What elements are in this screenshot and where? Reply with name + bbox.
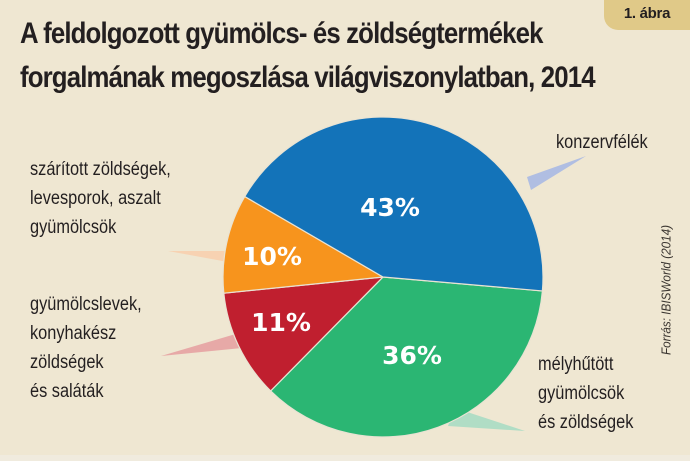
- bottom-strip: [0, 455, 690, 461]
- pie-slice-szaritott: [222, 195, 385, 294]
- source-note: Forrás: IBISWorld (2014): [658, 224, 674, 356]
- pie-slices: [222, 116, 544, 438]
- label-szaritott-line-1: szárított zöldségek,: [30, 159, 171, 180]
- label-konzervfelek: konzervfélék: [556, 128, 648, 157]
- label-konzervfelek-line: konzervfélék: [556, 132, 648, 153]
- label-gyumolcslevek: gyümölcslevek, konyhakész zöldségek és s…: [30, 290, 142, 406]
- value-label-gyumolcslevek: 11%: [251, 308, 311, 337]
- chart-title-line-1: A feldolgozott gyümölcs- és zöldségtermé…: [20, 17, 543, 50]
- value-label-szaritott: 10%: [242, 242, 302, 271]
- label-melyhutott: mélyhűtött gyümölcsök és zöldségek: [538, 350, 633, 437]
- pie-value-labels: 43% 36% 11% 10%: [242, 193, 442, 370]
- pointer-konzervfelek: [527, 156, 586, 190]
- chart-title-line-2: forgalmának megoszlása világviszonylatba…: [20, 61, 596, 94]
- pie-slice-konzervfelek: [243, 116, 544, 292]
- label-gyumolcslevek-line-4: és saláták: [30, 381, 104, 402]
- label-szaritott-line-2: levesporok, aszalt: [30, 188, 161, 209]
- pointer-gyumolcslevek: [161, 333, 242, 356]
- label-gyumolcslevek-line-2: konyhakész: [30, 323, 117, 344]
- label-gyumolcslevek-line-3: zöldségek: [30, 352, 104, 373]
- pie-slice-gyumolcslevek: [223, 276, 385, 392]
- label-melyhutott-line-1: mélyhűtött: [538, 354, 614, 375]
- chart-title: A feldolgozott gyümölcs- és zöldségtermé…: [20, 12, 656, 100]
- value-label-konzervfelek: 43%: [360, 193, 420, 222]
- pie-slice-melyhutott: [269, 276, 544, 438]
- label-gyumolcslevek-line-1: gyümölcslevek,: [30, 294, 142, 315]
- label-melyhutott-line-3: és zöldségek: [538, 412, 634, 433]
- figure-number-badge: 1. ábra: [604, 0, 690, 30]
- pointer-szaritott: [168, 251, 228, 262]
- value-label-melyhutott: 36%: [382, 341, 442, 370]
- label-szaritott: szárított zöldségek, levesporok, aszalt …: [30, 155, 171, 242]
- label-szaritott-line-3: gyümölcsök: [30, 217, 117, 238]
- label-melyhutott-line-2: gyümölcsök: [538, 383, 625, 404]
